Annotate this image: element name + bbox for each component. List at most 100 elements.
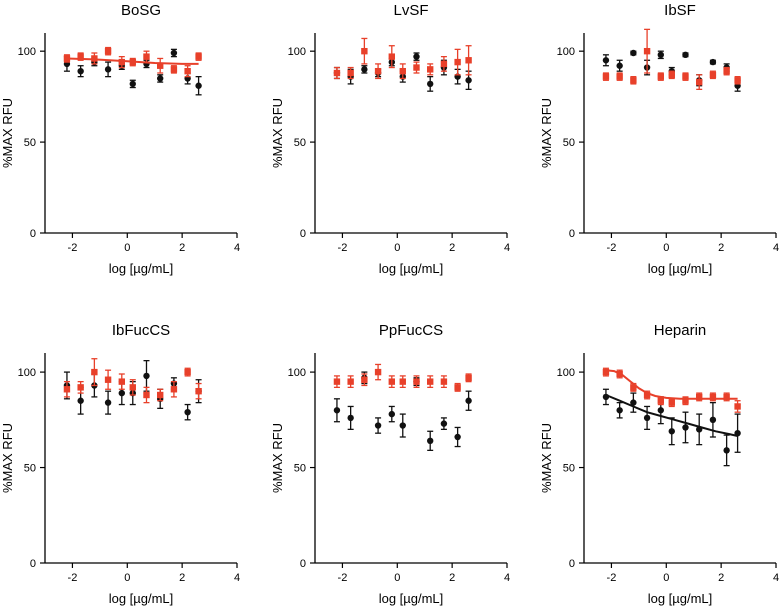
data-point [440,417,448,431]
y-tick-label: 0 [300,228,306,240]
data-marker-square [195,387,202,395]
x-tick-label: 0 [663,572,669,584]
data-point [465,45,472,76]
data-point [347,375,354,389]
data-point [668,70,675,80]
data-marker-circle [157,75,164,82]
data-marker-square [63,386,71,393]
data-point [602,367,610,377]
series-black [602,388,741,467]
x-tick-label: 4 [773,242,779,254]
data-marker-square [630,384,637,391]
data-marker-circle [696,426,703,433]
data-point [709,58,717,66]
data-marker-square [157,391,164,399]
data-marker-circle [734,429,741,437]
data-marker-square [465,57,472,64]
y-tick-label: 100 [288,367,306,379]
data-marker-square [63,55,71,62]
series-red [63,358,202,404]
data-point [616,401,623,419]
data-marker-circle [709,58,717,66]
data-point [440,375,448,389]
data-marker-circle [333,407,341,414]
data-point [630,75,637,85]
chart-title: LvSF [393,2,428,19]
data-point [195,382,202,400]
data-point [668,398,675,408]
data-marker-square [129,58,136,66]
chart-title: Heparin [654,322,707,339]
y-axis-title: %MAX RFU [0,423,15,493]
data-point [347,405,354,431]
data-marker-circle [454,433,461,441]
data-point [143,359,150,392]
data-point [118,373,125,390]
data-point [630,49,637,57]
data-point [347,66,354,80]
data-point [413,61,420,74]
data-marker-circle [195,82,202,89]
x-tick-label: -2 [68,572,78,584]
data-point [104,46,112,56]
data-point [129,57,136,67]
series-red [333,37,472,80]
x-axis-title: log [µg/mL] [648,261,713,276]
y-tick-label: 0 [569,558,575,570]
data-point [643,405,651,431]
data-marker-circle [170,49,178,57]
y-tick-label: 0 [569,228,575,240]
fit-curve-red [66,57,199,65]
data-point [170,380,178,398]
x-axis-title: log [µg/mL] [109,261,174,276]
data-point [602,388,610,406]
data-point [657,396,664,406]
data-point [427,75,434,92]
data-point [602,72,610,81]
data-point [682,411,689,444]
data-point [77,65,84,78]
x-tick-label: -2 [607,572,617,584]
data-marker-square [682,73,689,80]
x-tick-label: 0 [124,242,130,254]
data-point [170,65,178,74]
data-marker-circle [630,49,637,57]
data-point [399,63,406,80]
data-point [682,72,689,81]
x-tick-label: -2 [607,242,617,254]
data-marker-square [104,47,112,55]
data-marker-square [361,47,368,55]
data-point [454,48,461,76]
series-red [63,46,202,78]
data-point [184,403,191,421]
x-axis-title: log [µg/mL] [379,261,444,276]
data-marker-square [602,368,610,376]
data-point [91,358,98,387]
x-tick-label: 2 [718,242,724,254]
chart-title: PpFucCS [379,322,443,339]
data-point [454,426,461,448]
x-tick-label: 4 [773,572,779,584]
data-marker-square [440,378,448,385]
data-point [427,63,434,76]
data-marker-circle [413,53,420,60]
data-point [454,382,461,392]
data-marker-square [734,403,741,410]
data-point [696,74,703,91]
x-tick-label: 2 [718,572,724,584]
x-tick-label: -2 [338,572,348,584]
y-tick-label: 100 [18,46,36,58]
data-marker-circle [143,372,150,380]
data-point [734,400,741,413]
data-point [388,405,395,423]
data-marker-square [129,384,136,391]
data-point [643,28,651,74]
data-point [374,63,382,80]
data-point [616,59,623,72]
y-tick-label: 100 [288,46,306,58]
data-point [399,413,406,438]
data-point [388,375,395,389]
data-marker-square [643,391,651,399]
y-axis-title: %MAX RFU [270,98,285,168]
x-tick-label: 0 [124,572,130,584]
